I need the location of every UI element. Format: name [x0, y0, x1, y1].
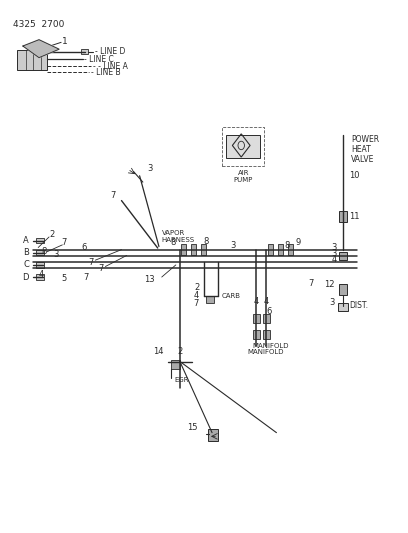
Text: 6: 6	[266, 307, 272, 316]
Bar	[268, 244, 273, 255]
Bar	[222, 127, 264, 166]
Text: 7: 7	[194, 299, 199, 308]
Text: 7: 7	[88, 258, 93, 267]
Text: 4: 4	[38, 270, 43, 279]
Bar	[36, 238, 44, 243]
Text: 2: 2	[177, 347, 182, 356]
Text: 8: 8	[171, 238, 176, 247]
Bar	[338, 303, 348, 311]
Bar	[339, 211, 347, 222]
Text: 3: 3	[329, 298, 335, 308]
Text: 15: 15	[186, 423, 197, 432]
Text: 7: 7	[98, 264, 103, 273]
Text: 8: 8	[203, 237, 209, 246]
Text: 6: 6	[81, 243, 86, 252]
Text: 3: 3	[53, 251, 58, 260]
Bar	[201, 244, 206, 255]
Text: 8: 8	[41, 247, 47, 256]
Text: 9: 9	[295, 238, 301, 247]
Bar	[206, 295, 215, 303]
Text: A: A	[23, 236, 29, 245]
Text: POWER
HEAT
VALVE: POWER HEAT VALVE	[351, 135, 379, 165]
Bar	[263, 314, 270, 323]
Text: 13: 13	[144, 274, 155, 284]
Bar	[36, 262, 44, 268]
Text: 2: 2	[194, 283, 199, 292]
Bar	[17, 50, 47, 70]
Text: 10: 10	[349, 171, 359, 180]
Bar	[191, 244, 196, 255]
Text: 3: 3	[231, 241, 236, 251]
Text: 7: 7	[61, 238, 67, 247]
Text: 8: 8	[284, 241, 290, 251]
Text: - LINE C: - LINE C	[84, 55, 114, 64]
Text: MANIFOLD: MANIFOLD	[248, 349, 284, 356]
Text: MANIFOLD: MANIFOLD	[252, 343, 289, 349]
Bar	[263, 330, 270, 339]
Bar	[208, 429, 218, 441]
Text: - LINE D: - LINE D	[95, 47, 125, 56]
Bar	[339, 285, 347, 295]
Text: AIR
PUMP: AIR PUMP	[234, 170, 253, 183]
Text: CARB: CARB	[221, 293, 240, 298]
Text: EGR: EGR	[175, 377, 189, 383]
Text: 4325  2700: 4325 2700	[13, 20, 64, 29]
Text: 3: 3	[148, 164, 153, 173]
Text: 3: 3	[331, 249, 337, 258]
Bar	[253, 314, 259, 323]
Text: B: B	[23, 248, 29, 257]
Text: 3: 3	[331, 243, 337, 252]
Text: 4: 4	[254, 297, 259, 306]
Text: 2: 2	[49, 230, 54, 239]
Bar	[171, 360, 180, 369]
Bar	[253, 330, 259, 339]
Bar	[36, 274, 44, 280]
Text: 7: 7	[308, 279, 314, 288]
Bar	[226, 135, 260, 158]
Text: 7: 7	[110, 191, 115, 200]
Text: 11: 11	[349, 212, 359, 221]
Text: 4: 4	[264, 297, 269, 306]
Text: 4: 4	[194, 291, 199, 300]
Text: DIST.: DIST.	[349, 301, 368, 310]
Bar	[288, 244, 293, 255]
Text: 1: 1	[62, 37, 68, 46]
Bar	[36, 250, 44, 255]
Bar	[81, 49, 89, 54]
Bar	[339, 252, 347, 260]
Text: 14: 14	[153, 348, 164, 357]
Text: VAPOR
HARNESS: VAPOR HARNESS	[162, 230, 195, 243]
Text: D: D	[22, 272, 29, 281]
Text: - LINE B: - LINE B	[91, 68, 120, 77]
Text: 12: 12	[324, 280, 335, 289]
Text: 4: 4	[332, 255, 337, 264]
Text: - - LINE A: - - LINE A	[93, 62, 127, 70]
Bar	[278, 244, 283, 255]
Text: C: C	[23, 261, 29, 269]
Text: 7: 7	[83, 272, 89, 281]
Bar	[181, 244, 186, 255]
Text: 5: 5	[61, 273, 67, 282]
Polygon shape	[23, 39, 59, 58]
